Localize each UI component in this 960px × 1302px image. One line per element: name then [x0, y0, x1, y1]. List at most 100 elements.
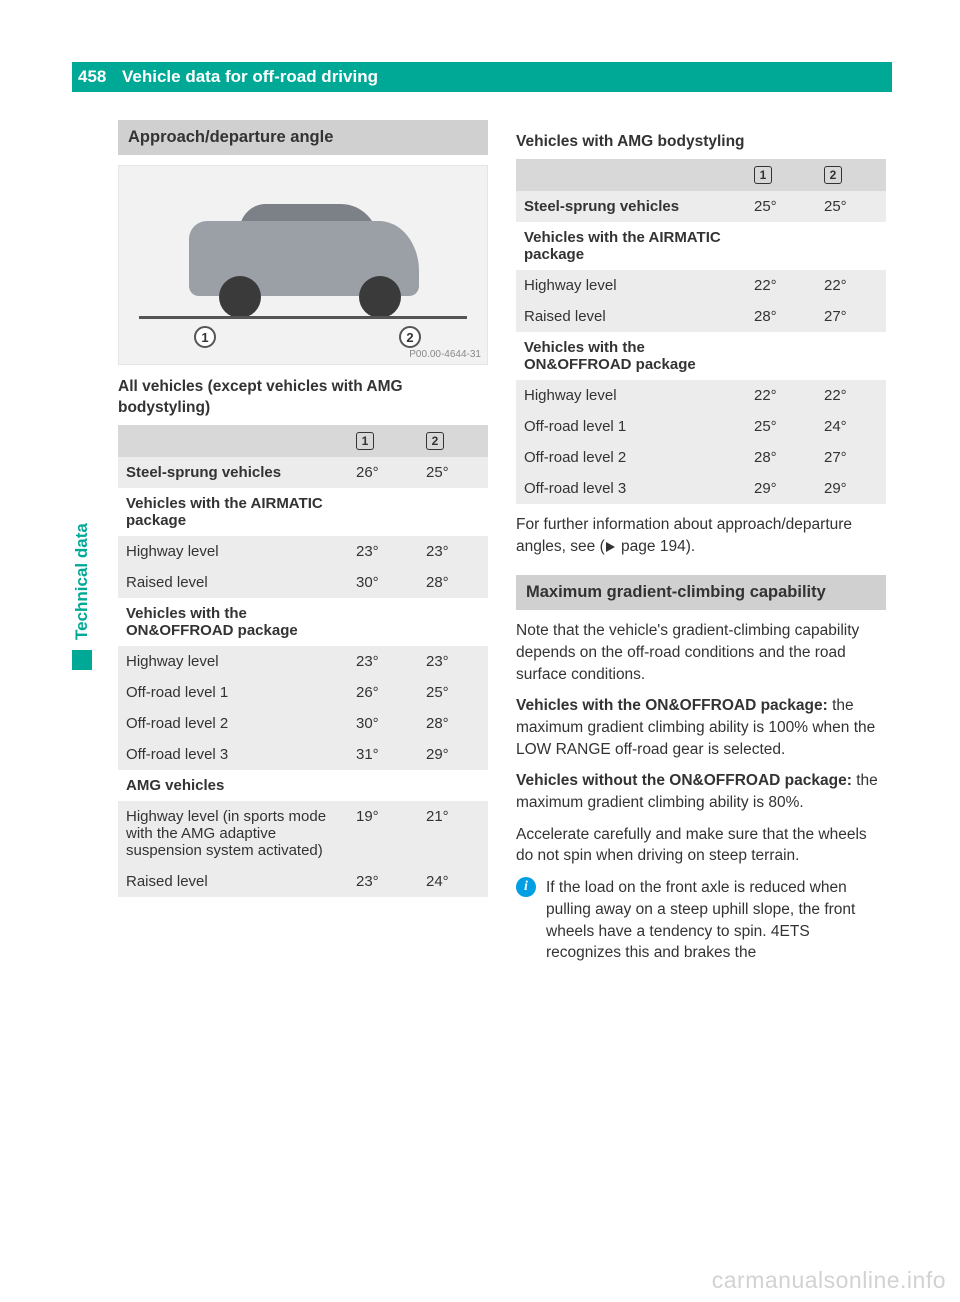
- row-value-2: 22°: [816, 270, 886, 301]
- content-area: Approach/departure angle 1 2 P00.00-4644…: [118, 120, 888, 964]
- row-value-1: 28°: [746, 442, 816, 473]
- section-heading-approach: Approach/departure angle: [118, 120, 488, 155]
- footnote-text: For further information about approach/d…: [516, 514, 886, 557]
- row-value-1: [348, 598, 418, 646]
- table-row: Off-road level 230°28°: [118, 708, 488, 739]
- section-heading-gradient: Maximum gradient-climbing capability: [516, 575, 886, 610]
- right-angle-table: 1 2 Steel-sprung vehicles25°25°Vehicles …: [516, 159, 886, 504]
- gradient-para-1: Note that the vehicle's gradient-climbin…: [516, 620, 886, 685]
- row-label: Raised level: [516, 301, 746, 332]
- table-row: Vehicles with the AIRMATIC package: [118, 488, 488, 536]
- row-value-2: [816, 222, 886, 270]
- para2-bold: Vehicles with the ON&OFFROAD package:: [516, 697, 828, 714]
- row-value-2: 29°: [418, 739, 488, 770]
- row-label: Vehicles with the AIRMATIC package: [516, 222, 746, 270]
- left-angle-table: 1 2 Steel-sprung vehicles26°25°Vehicles …: [118, 425, 488, 897]
- row-label: Highway level: [516, 380, 746, 411]
- row-label: Highway level: [516, 270, 746, 301]
- callout-1: 1: [194, 326, 216, 348]
- row-label: Raised level: [118, 866, 348, 897]
- row-value-1: 30°: [348, 567, 418, 598]
- table-head-row: 1 2: [516, 159, 886, 191]
- side-tab-marker: [72, 650, 92, 670]
- row-value-2: 22°: [816, 380, 886, 411]
- row-value-2: 23°: [418, 536, 488, 567]
- row-label: Vehicles with the ON&OFFROAD package: [118, 598, 348, 646]
- row-label: Off-road level 1: [516, 411, 746, 442]
- row-label: Off-road level 1: [118, 677, 348, 708]
- row-label: Steel-sprung vehicles: [118, 457, 348, 488]
- info-text: If the load on the front axle is reduced…: [546, 877, 886, 964]
- row-value-2: 25°: [418, 677, 488, 708]
- para3-bold: Vehicles without the ON&OFFROAD package:: [516, 772, 852, 789]
- table-row: Highway level23°23°: [118, 536, 488, 567]
- row-value-2: 29°: [816, 473, 886, 504]
- gradient-para-2: Vehicles with the ON&OFFROAD package: th…: [516, 695, 886, 760]
- table-row: Steel-sprung vehicles26°25°: [118, 457, 488, 488]
- row-value-1: [746, 222, 816, 270]
- row-label: Highway level: [118, 646, 348, 677]
- row-label: Highway level: [118, 536, 348, 567]
- table-row: Raised level30°28°: [118, 567, 488, 598]
- col-icon-1: 1: [356, 432, 374, 450]
- row-value-2: 27°: [816, 301, 886, 332]
- approach-angle-diagram: 1 2 P00.00-4644-31: [118, 165, 488, 365]
- row-value-2: 24°: [418, 866, 488, 897]
- row-label: Off-road level 2: [516, 442, 746, 473]
- row-value-1: 19°: [348, 801, 418, 866]
- table-row: Highway level22°22°: [516, 270, 886, 301]
- row-value-1: 22°: [746, 380, 816, 411]
- row-value-2: 27°: [816, 442, 886, 473]
- gradient-para-3: Vehicles without the ON&OFFROAD package:…: [516, 770, 886, 813]
- ground-line: [139, 316, 467, 319]
- info-block: i If the load on the front axle is reduc…: [516, 877, 886, 964]
- row-value-2: 25°: [816, 191, 886, 222]
- table-row: Off-road level 125°24°: [516, 411, 886, 442]
- diagram-code: P00.00-4644-31: [409, 349, 481, 360]
- row-label: Vehicles with the ON&OFFROAD package: [516, 332, 746, 380]
- table-row: Steel-sprung vehicles25°25°: [516, 191, 886, 222]
- row-value-2: 28°: [418, 567, 488, 598]
- row-value-2: [816, 332, 886, 380]
- col-icon-1: 1: [754, 166, 772, 184]
- table-head-row: 1 2: [118, 425, 488, 457]
- front-wheel-shape: [219, 276, 261, 318]
- row-label: Raised level: [118, 567, 348, 598]
- row-label: Highway level (in sports mode with the A…: [118, 801, 348, 866]
- footnote-page: page 194).: [617, 538, 695, 555]
- table-row: Off-road level 126°25°: [118, 677, 488, 708]
- row-value-1: 31°: [348, 739, 418, 770]
- row-value-1: 28°: [746, 301, 816, 332]
- row-label: Steel-sprung vehicles: [516, 191, 746, 222]
- row-value-1: 30°: [348, 708, 418, 739]
- side-section-label: Technical data: [72, 523, 92, 640]
- row-value-2: 25°: [418, 457, 488, 488]
- table-row: Raised level28°27°: [516, 301, 886, 332]
- row-value-1: 29°: [746, 473, 816, 504]
- row-value-1: [746, 332, 816, 380]
- table-row: Raised level23°24°: [118, 866, 488, 897]
- row-value-2: 23°: [418, 646, 488, 677]
- rear-wheel-shape: [359, 276, 401, 318]
- row-value-1: [348, 770, 418, 801]
- table-row: Off-road level 331°29°: [118, 739, 488, 770]
- row-label: Off-road level 3: [118, 739, 348, 770]
- row-value-2: [418, 770, 488, 801]
- table-row: AMG vehicles: [118, 770, 488, 801]
- row-value-1: 26°: [348, 457, 418, 488]
- page-number: 458: [72, 62, 106, 92]
- row-value-1: 25°: [746, 411, 816, 442]
- row-value-2: 24°: [816, 411, 886, 442]
- table-row: Vehicles with the ON&OFFROAD package: [118, 598, 488, 646]
- row-value-2: 28°: [418, 708, 488, 739]
- col-icon-2: 2: [426, 432, 444, 450]
- callout-2: 2: [399, 326, 421, 348]
- table-row: Vehicles with the ON&OFFROAD package: [516, 332, 886, 380]
- row-value-2: [418, 598, 488, 646]
- right-column: Vehicles with AMG bodystyling 1 2 Steel-…: [516, 120, 886, 964]
- row-value-2: [418, 488, 488, 536]
- row-value-2: 21°: [418, 801, 488, 866]
- row-value-1: [348, 488, 418, 536]
- row-value-1: 26°: [348, 677, 418, 708]
- watermark: carmanualsonline.info: [712, 1267, 946, 1294]
